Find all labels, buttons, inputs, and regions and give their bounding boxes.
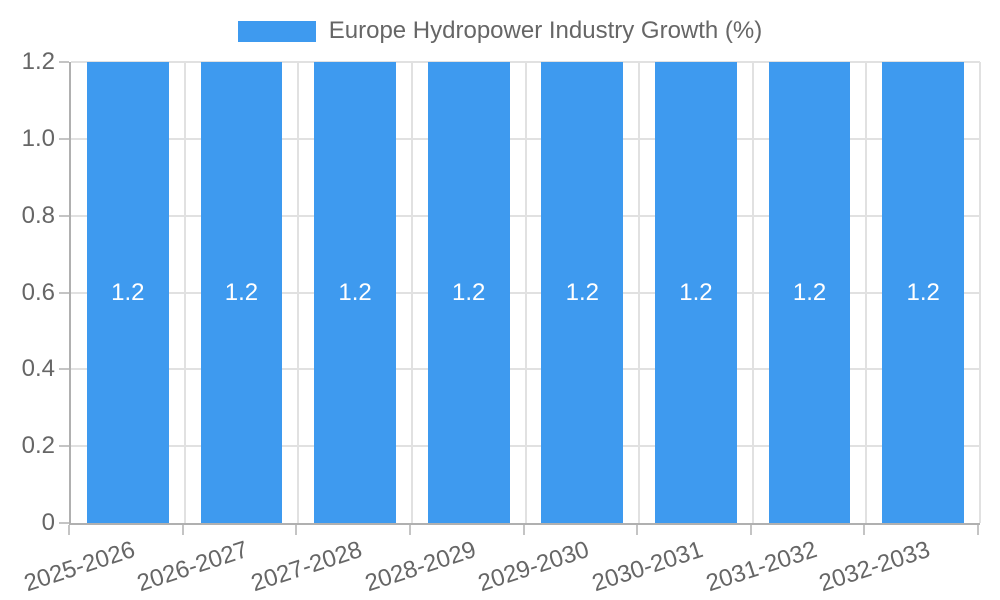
y-tick-label: 0.2 bbox=[21, 432, 55, 460]
bar[interactable]: 1.2 bbox=[86, 62, 169, 523]
x-tick-mark bbox=[522, 525, 525, 535]
y-tick-mark bbox=[59, 291, 69, 294]
x-gridline bbox=[410, 62, 413, 523]
bar[interactable]: 1.2 bbox=[427, 62, 510, 523]
bar-value-label: 1.2 bbox=[111, 278, 145, 306]
bar[interactable]: 1.2 bbox=[200, 62, 283, 523]
legend-item[interactable]: Europe Hydropower Industry Growth (%) bbox=[237, 17, 763, 45]
x-tick-mark bbox=[749, 525, 752, 535]
x-tick-mark bbox=[408, 525, 411, 535]
y-tick-mark bbox=[59, 522, 69, 524]
plot-area: 1.2 1.2 1.2 1.2 1.2 1.2 1.2 1.2 bbox=[69, 61, 981, 525]
bar-value-label: 1.2 bbox=[338, 278, 372, 306]
bar-value-label: 1.2 bbox=[679, 278, 713, 306]
x-gridline bbox=[297, 62, 300, 523]
y-tick-mark bbox=[59, 137, 69, 140]
x-gridline bbox=[638, 62, 641, 523]
legend-label: Europe Hydropower Industry Growth (%) bbox=[328, 17, 763, 44]
bar[interactable]: 1.2 bbox=[541, 62, 624, 523]
y-tick-label: 0.4 bbox=[21, 355, 55, 383]
bar-value-label: 1.2 bbox=[451, 278, 486, 306]
x-tick-mark bbox=[295, 525, 298, 535]
y-tick-mark bbox=[59, 445, 69, 448]
y-tick-mark bbox=[59, 61, 69, 63]
x-tick-mark bbox=[68, 525, 70, 535]
y-tick-label: 1.0 bbox=[21, 124, 55, 152]
x-tick-mark bbox=[977, 525, 979, 535]
x-gridline bbox=[524, 62, 527, 523]
bar-value-label: 1.2 bbox=[565, 278, 599, 306]
legend: Europe Hydropower Industry Growth (%) bbox=[0, 17, 1000, 45]
bar[interactable]: 1.2 bbox=[314, 62, 396, 523]
bar-value-label: 1.2 bbox=[906, 278, 940, 306]
y-tick-mark bbox=[59, 214, 69, 217]
y-tick-label: 0 bbox=[41, 509, 55, 536]
bar[interactable]: 1.2 bbox=[655, 62, 737, 523]
y-tick-label: 0.8 bbox=[21, 201, 55, 229]
bar-value-label: 1.2 bbox=[224, 278, 259, 306]
legend-swatch bbox=[237, 20, 316, 42]
x-gridline bbox=[865, 62, 868, 523]
bar[interactable]: 1.2 bbox=[768, 62, 851, 523]
x-gridline bbox=[183, 62, 186, 523]
x-gridline bbox=[979, 62, 981, 523]
y-tick-mark bbox=[59, 368, 69, 371]
y-tick-label: 0.6 bbox=[21, 278, 55, 306]
x-tick-mark bbox=[863, 525, 866, 535]
x-gridline bbox=[751, 62, 754, 523]
x-tick-mark bbox=[181, 525, 184, 535]
y-tick-label: 1.2 bbox=[21, 48, 55, 75]
bar[interactable]: 1.2 bbox=[882, 62, 965, 523]
x-tick-mark bbox=[636, 525, 639, 535]
bar-value-label: 1.2 bbox=[792, 278, 827, 306]
